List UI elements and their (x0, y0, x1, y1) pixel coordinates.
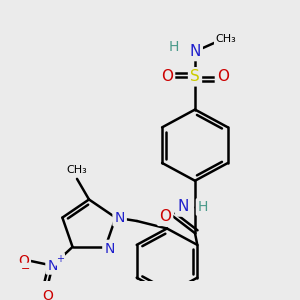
Text: H: H (169, 40, 179, 54)
Text: N: N (114, 211, 125, 225)
Text: N: N (104, 242, 115, 256)
Text: O: O (18, 254, 29, 268)
Text: CH₃: CH₃ (216, 34, 236, 44)
Text: +: + (56, 254, 64, 264)
Text: O: O (42, 289, 53, 300)
Text: N: N (189, 44, 201, 59)
Text: CH₃: CH₃ (67, 164, 87, 175)
Text: −: − (21, 264, 30, 274)
Text: H: H (198, 200, 208, 214)
Text: O: O (159, 209, 171, 224)
Text: O: O (217, 69, 229, 84)
Text: N: N (177, 200, 189, 214)
Text: N: N (47, 259, 58, 273)
Text: O: O (161, 69, 173, 84)
Text: S: S (190, 69, 200, 84)
